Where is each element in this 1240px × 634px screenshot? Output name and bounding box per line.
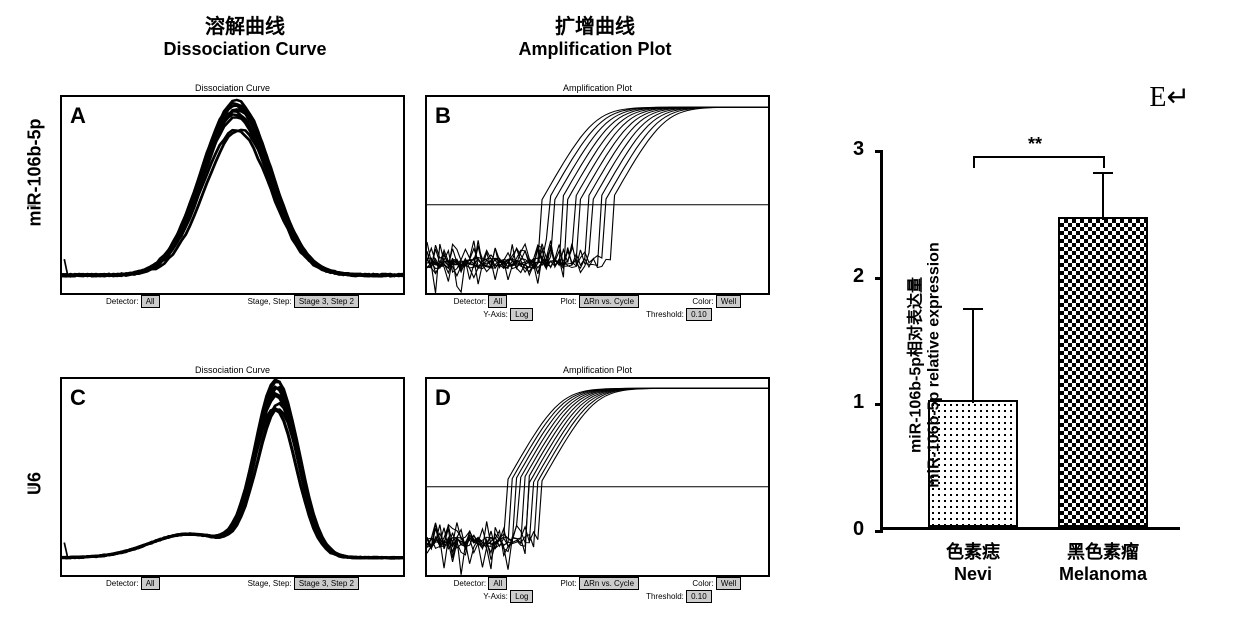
footer-label: Plot: ΔRn vs. Cycle [561, 297, 639, 306]
panel-row-u6: U6 Dissociation Curve C | Detector: AllS… [10, 342, 770, 624]
panel-A-footer: Detector: All Stage, Step: Stage 3, Step … [60, 295, 405, 308]
error-bar [1102, 172, 1104, 220]
panel-D-footer: Detector: All Plot: ΔRn vs. Cycle Color: W… [425, 577, 770, 590]
footer-label: Y-Axis: Log [483, 592, 533, 601]
col-header-dissoc-cn: 溶解曲线 [70, 10, 420, 39]
footer-label: Plot: ΔRn vs. Cycle [561, 579, 639, 588]
footer-label: Threshold: 0.10 [646, 592, 712, 601]
pcr-panels-section: 溶解曲线 Dissociation Curve 扩增曲线 Amplificati… [10, 10, 770, 624]
panel-C: Dissociation Curve C | Detector: AllStag… [60, 363, 405, 603]
y-tick-label: 0 [853, 518, 864, 541]
footer-value: 0.10 [686, 308, 712, 321]
x-label-en: Melanoma [1043, 564, 1163, 585]
bar-melanoma [1058, 217, 1148, 527]
sig-bracket-leg [973, 156, 975, 168]
y-tick-label: 2 [853, 265, 864, 288]
panel-A-title: Dissociation Curve [60, 81, 405, 95]
panel-C-footer: Detector: All Stage, Step: Stage 3, Step … [60, 577, 405, 590]
panel-pair-mir: Dissociation Curve A | Detector: AllStag… [60, 81, 770, 321]
panel-E-letter: E↵ [1149, 80, 1190, 114]
panel-C-plot: C [60, 377, 405, 577]
col-header-amp-cn: 扩增曲线 [420, 10, 770, 39]
panel-A-plot: A [60, 95, 405, 295]
footer-label: Detector: All [454, 579, 508, 588]
panel-C-ymarker: | [26, 487, 36, 489]
panel-B-title: Amplification Plot [425, 81, 770, 95]
column-headers: 溶解曲线 Dissociation Curve 扩增曲线 Amplificati… [10, 10, 770, 60]
panel-B-footer2: Y-Axis: Log Threshold: 0.10 [425, 308, 770, 321]
footer-value: All [141, 577, 160, 590]
x-label-cn: 黑色素瘤 [1043, 538, 1163, 564]
panel-A-letter: A [70, 103, 86, 129]
panel-B-letter: B [435, 103, 451, 129]
y-tick-mark [875, 403, 883, 406]
x-label-melanoma: 黑色素瘤Melanoma [1043, 538, 1163, 585]
footer-label: Y-Axis: Log [483, 310, 533, 319]
y-tick-label: 1 [853, 391, 864, 414]
panel-B: Amplification Plot B Detector: All Plot: … [425, 81, 770, 321]
row-label-mir: miR-106b-5p [25, 176, 46, 226]
x-label-nevi: 色素痣Nevi [913, 538, 1033, 585]
footer-value: Well [716, 295, 741, 308]
y-tick-mark [875, 277, 883, 280]
dissoc-curve-C [62, 379, 403, 575]
footer-label: Stage, Step: Stage 3, Step 2 [248, 297, 359, 306]
footer-value: All [141, 295, 160, 308]
footer-label: Detector: All [106, 297, 160, 306]
footer-value: 0.10 [686, 590, 712, 603]
panel-A: Dissociation Curve A | Detector: AllStag… [60, 81, 405, 321]
panel-D-plot: D [425, 377, 770, 577]
amp-curve-D [427, 379, 768, 575]
panel-row-mir: miR-106b-5p Dissociation Curve A | Detec… [10, 60, 770, 342]
footer-value: ΔRn vs. Cycle [579, 577, 639, 590]
footer-value: All [488, 577, 507, 590]
panel-C-letter: C [70, 385, 86, 411]
panel-D-footer2: Y-Axis: Log Threshold: 0.10 [425, 590, 770, 603]
footer-value: Stage 3, Step 2 [294, 577, 359, 590]
footer-value: All [488, 295, 507, 308]
amp-curve-B [427, 97, 768, 293]
y-tick-label: 3 [853, 138, 864, 161]
footer-label: Threshold: 0.10 [646, 310, 712, 319]
figure-container: 溶解曲线 Dissociation Curve 扩增曲线 Amplificati… [0, 0, 1240, 634]
sig-bracket [973, 156, 1103, 158]
panel-B-plot: B [425, 95, 770, 295]
panel-D-letter: D [435, 385, 451, 411]
panel-A-ymarker: | [26, 205, 36, 207]
error-cap [963, 308, 983, 310]
bar-chart-section: E↵ miR-106b-5p相对表达量 miR-106b-5p relative… [770, 10, 1230, 624]
y-tick-mark [875, 530, 883, 533]
error-bar [972, 308, 974, 403]
panel-D: Amplification Plot D Detector: All Plot: … [425, 363, 770, 603]
dissoc-curve-A [62, 97, 403, 293]
row-label-u6: U6 [25, 458, 46, 508]
footer-value: Stage 3, Step 2 [294, 295, 359, 308]
col-header-amp: 扩增曲线 Amplification Plot [420, 10, 770, 60]
panel-pair-u6: Dissociation Curve C | Detector: AllStag… [60, 363, 770, 603]
x-label-cn: 色素痣 [913, 538, 1033, 564]
footer-label: Detector: All [106, 579, 160, 588]
bar-chart: miR-106b-5p相对表达量 miR-106b-5p relative ex… [840, 140, 1200, 590]
bar-plot-area: 0123色素痣Nevi黑色素瘤Melanoma** [880, 150, 1180, 530]
y-tick-mark [875, 150, 883, 153]
footer-label: Color: Well [692, 579, 741, 588]
panel-D-title: Amplification Plot [425, 363, 770, 377]
panel-C-title: Dissociation Curve [60, 363, 405, 377]
footer-label: Detector: All [454, 297, 508, 306]
footer-value: Log [510, 308, 533, 321]
footer-value: Log [510, 590, 533, 603]
col-header-dissoc: 溶解曲线 Dissociation Curve [70, 10, 420, 60]
footer-value: Well [716, 577, 741, 590]
sig-stars: ** [1028, 134, 1042, 155]
x-label-en: Nevi [913, 564, 1033, 585]
panel-B-footer: Detector: All Plot: ΔRn vs. Cycle Color: W… [425, 295, 770, 308]
footer-label: Stage, Step: Stage 3, Step 2 [248, 579, 359, 588]
footer-label: Color: Well [692, 297, 741, 306]
error-cap [1093, 172, 1113, 174]
footer-value: ΔRn vs. Cycle [579, 295, 639, 308]
bar-nevi [928, 400, 1018, 527]
col-header-dissoc-en: Dissociation Curve [70, 39, 420, 60]
col-header-amp-en: Amplification Plot [420, 39, 770, 60]
sig-bracket-leg [1103, 156, 1105, 168]
